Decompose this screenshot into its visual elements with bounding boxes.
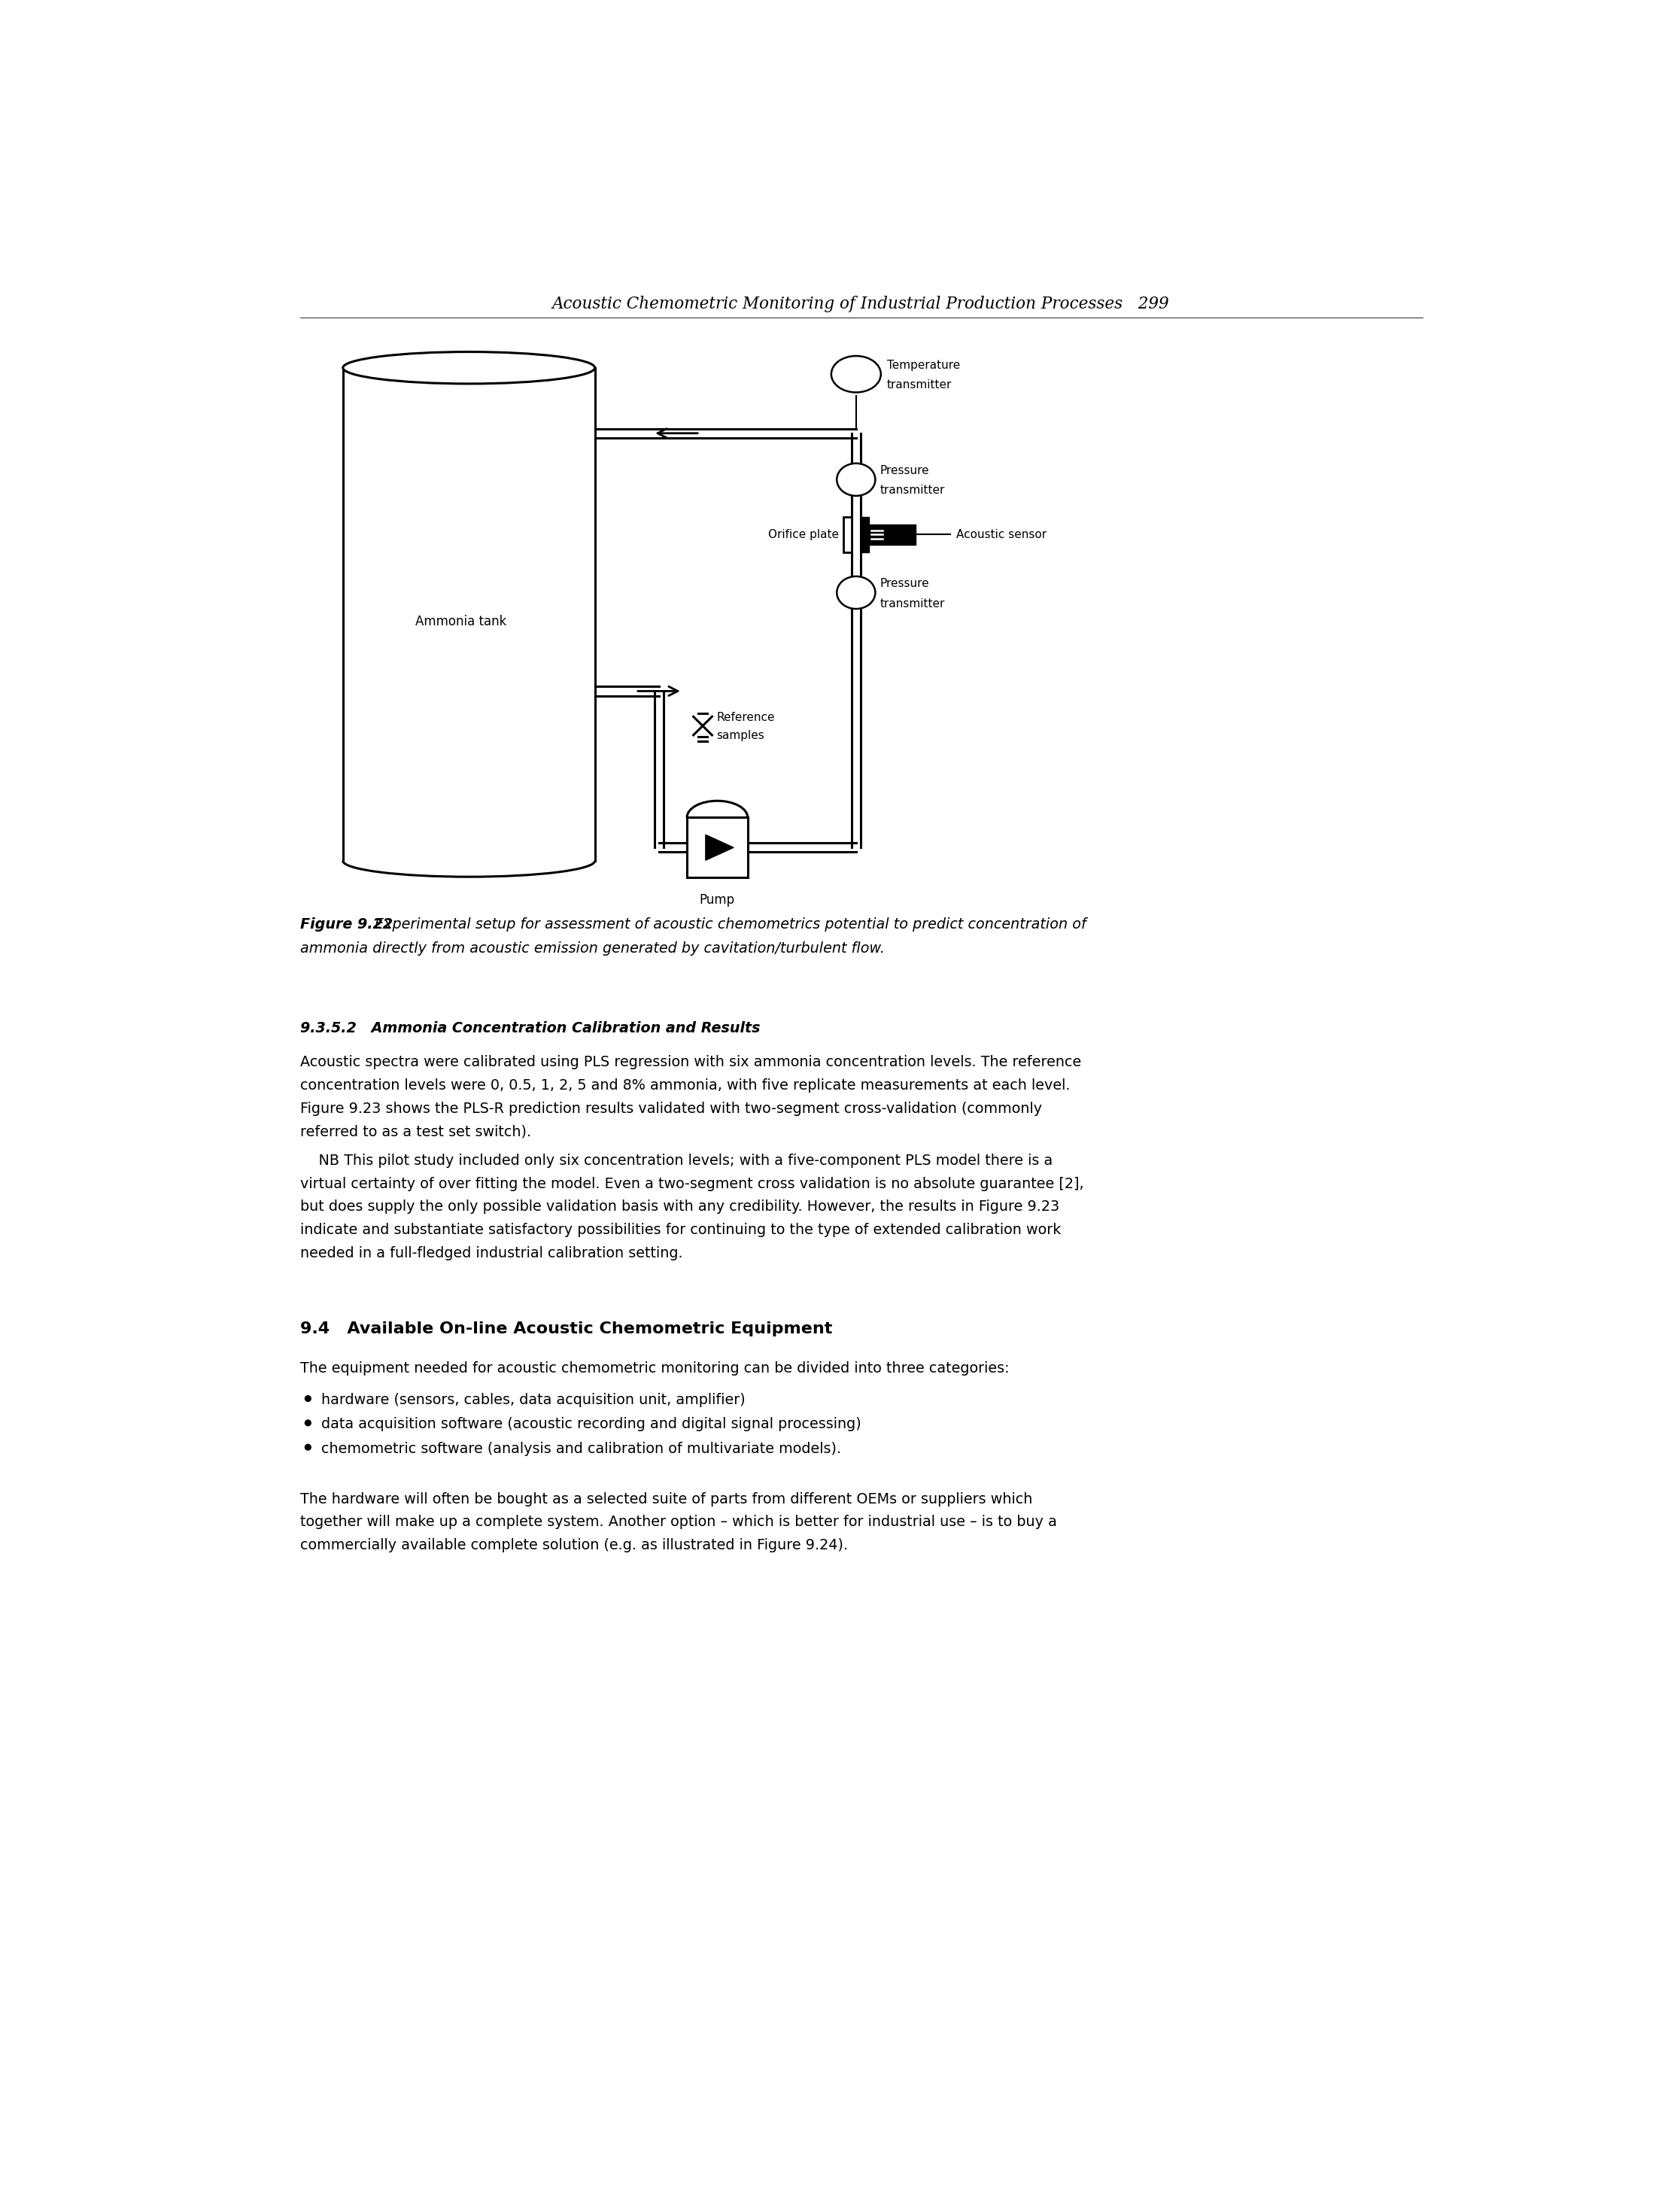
Text: PT: PT — [848, 474, 864, 485]
Text: Temperature: Temperature — [887, 361, 961, 372]
Text: 9.3.5.2   Ammonia Concentration Calibration and Results: 9.3.5.2 Ammonia Concentration Calibratio… — [301, 1021, 761, 1036]
Text: together will make up a complete system. Another option – which is better for in: together will make up a complete system.… — [301, 1515, 1057, 1530]
Text: Pressure: Pressure — [880, 577, 929, 588]
Text: TT: TT — [848, 369, 864, 380]
Text: PT: PT — [848, 588, 864, 597]
Text: concentration levels were 0, 0.5, 1, 2, 5 and 8% ammonia, with five replicate me: concentration levels were 0, 0.5, 1, 2, … — [301, 1078, 1070, 1093]
Polygon shape — [706, 835, 734, 861]
Bar — [860, 518, 869, 553]
Text: transmitter: transmitter — [887, 378, 953, 391]
Text: Experimental setup for assessment of acoustic chemometrics potential to predict : Experimental setup for assessment of aco… — [375, 918, 1087, 931]
Text: Orifice plate: Orifice plate — [768, 529, 838, 540]
Text: data acquisition software (acoustic recording and digital signal processing): data acquisition software (acoustic reco… — [321, 1417, 862, 1432]
Text: Ammonia tank: Ammonia tank — [415, 614, 506, 627]
Text: referred to as a test set switch).: referred to as a test set switch). — [301, 1124, 531, 1139]
Bar — [843, 518, 852, 553]
Ellipse shape — [343, 352, 595, 385]
Circle shape — [306, 1421, 311, 1425]
Text: hardware (sensors, cables, data acquisition unit, amplifier): hardware (sensors, cables, data acquisit… — [321, 1392, 746, 1408]
Text: Reference: Reference — [717, 713, 774, 724]
Text: needed in a full-fledged industrial calibration setting.: needed in a full-fledged industrial cali… — [301, 1246, 684, 1261]
Bar — [869, 525, 916, 544]
Text: Acoustic Chemometric Monitoring of Industrial Production Processes   299: Acoustic Chemometric Monitoring of Indus… — [553, 295, 1169, 313]
Text: transmitter: transmitter — [880, 485, 946, 496]
Text: 9.4   Available On-line Acoustic Chemometric Equipment: 9.4 Available On-line Acoustic Chemometr… — [301, 1323, 833, 1336]
Text: Acoustic sensor: Acoustic sensor — [956, 529, 1047, 540]
Text: indicate and substantiate satisfactory possibilities for continuing to the type : indicate and substantiate satisfactory p… — [301, 1222, 1062, 1237]
Ellipse shape — [837, 577, 875, 610]
Text: Acoustic spectra were calibrated using PLS regression with six ammonia concentra: Acoustic spectra were calibrated using P… — [301, 1056, 1082, 1069]
Ellipse shape — [837, 463, 875, 496]
Text: but does supply the only possible validation basis with any credibility. However: but does supply the only possible valida… — [301, 1200, 1060, 1213]
Text: samples: samples — [717, 730, 764, 741]
Text: virtual certainty of over fitting the model. Even a two-segment cross validation: virtual certainty of over fitting the mo… — [301, 1176, 1084, 1191]
Circle shape — [306, 1445, 311, 1449]
Text: ammonia directly from acoustic emission generated by cavitation/turbulent flow.: ammonia directly from acoustic emission … — [301, 942, 885, 955]
Text: Figure 9.22: Figure 9.22 — [301, 918, 393, 931]
Text: Pump: Pump — [699, 892, 736, 907]
Text: chemometric software (analysis and calibration of multivariate models).: chemometric software (analysis and calib… — [321, 1441, 842, 1456]
Bar — [687, 818, 748, 877]
Circle shape — [306, 1395, 311, 1401]
Text: transmitter: transmitter — [880, 599, 946, 610]
Text: Figure 9.23 shows the PLS-R prediction results validated with two-segment cross-: Figure 9.23 shows the PLS-R prediction r… — [301, 1102, 1042, 1115]
Text: NB This pilot study included only six concentration levels; with a five-componen: NB This pilot study included only six co… — [301, 1154, 1053, 1167]
Text: commercially available complete solution (e.g. as illustrated in Figure 9.24).: commercially available complete solution… — [301, 1539, 848, 1552]
Text: The equipment needed for acoustic chemometric monitoring can be divided into thr: The equipment needed for acoustic chemom… — [301, 1362, 1010, 1375]
Text: Pressure: Pressure — [880, 466, 929, 477]
Ellipse shape — [832, 356, 880, 391]
Text: The hardware will often be bought as a selected suite of parts from different OE: The hardware will often be bought as a s… — [301, 1491, 1033, 1506]
